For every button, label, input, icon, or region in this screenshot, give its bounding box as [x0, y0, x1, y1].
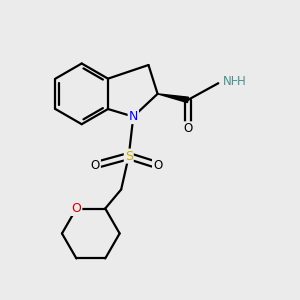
Text: NH: NH — [223, 75, 240, 88]
Text: O: O — [71, 202, 81, 215]
Text: O: O — [153, 159, 162, 172]
Text: O: O — [91, 159, 100, 172]
Polygon shape — [158, 94, 188, 103]
Text: S: S — [125, 150, 133, 163]
Text: N: N — [129, 110, 138, 123]
Text: H: H — [237, 75, 246, 88]
Text: O: O — [183, 122, 193, 135]
